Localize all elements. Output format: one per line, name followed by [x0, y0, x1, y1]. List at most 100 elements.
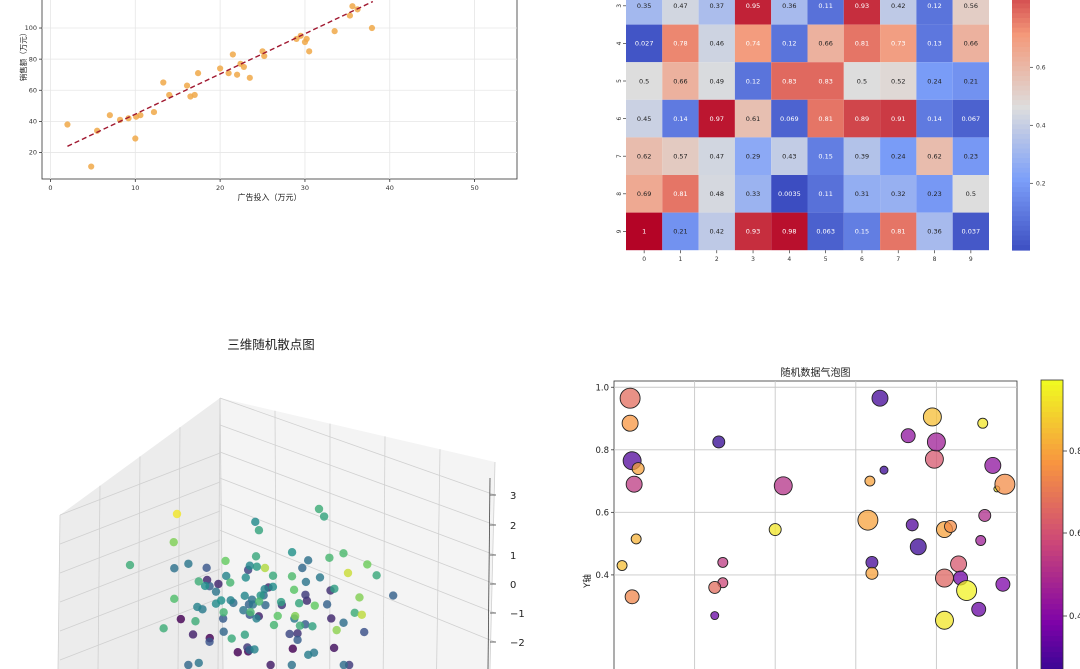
- tick-label-y: 80: [29, 55, 37, 63]
- colorbar-tick-label: 0.4: [1069, 612, 1080, 622]
- data-point: [287, 660, 297, 669]
- cell-label: 0.46: [710, 40, 724, 48]
- bubble: [978, 509, 992, 522]
- cell-label: 0.83: [782, 77, 796, 85]
- heatmap-cell: [916, 62, 953, 100]
- data-point: [240, 591, 249, 601]
- bubble: [995, 576, 1011, 592]
- data-point: [170, 594, 179, 604]
- data-point: [225, 70, 232, 77]
- colorbar-segment: [1012, 158, 1030, 164]
- grid-line: [217, 397, 221, 669]
- colorbar-segment: [1041, 380, 1063, 386]
- cell-label: 0.47: [673, 2, 687, 10]
- colorbar-segment: [1041, 588, 1063, 594]
- grid-line: [59, 481, 221, 545]
- tick-label-y: 60: [29, 86, 37, 94]
- grid-line: [59, 510, 221, 574]
- heatmap-cell: [880, 175, 917, 213]
- fit-line: [67, 0, 374, 147]
- tick-label-x: 0: [642, 256, 646, 263]
- colorbar-segment: [1012, 235, 1030, 241]
- data-point: [169, 537, 178, 547]
- data-point: [241, 573, 250, 582]
- heatmap-cell: [734, 99, 772, 138]
- grid-line: [57, 514, 61, 669]
- heatmap-cell: [952, 137, 989, 175]
- heatmap-cell: [734, 175, 772, 213]
- data-point: [251, 552, 261, 561]
- bubble: [864, 475, 876, 487]
- colorbar-segment: [1012, 90, 1030, 96]
- grid-line: [219, 477, 496, 585]
- cell-label: 0.56: [964, 2, 978, 10]
- colorbar-segment: [1041, 550, 1063, 557]
- cell-label: 0.24: [927, 77, 941, 85]
- grid-line: [137, 456, 141, 669]
- data-point: [357, 610, 367, 619]
- colorbar-segment: [1041, 481, 1063, 488]
- colorbar-segment: [1012, 100, 1030, 106]
- data-point: [172, 509, 182, 519]
- bubble: [621, 414, 639, 432]
- colorbar-segment: [1012, 129, 1030, 135]
- cell-label: 0.063: [816, 228, 835, 236]
- data-point: [293, 35, 300, 43]
- colorbar-segment: [1012, 105, 1030, 111]
- grid-line: [219, 451, 496, 556]
- tick-label-y: 8: [616, 192, 623, 196]
- colorbar-segment: [1041, 385, 1063, 392]
- colorbar-segment: [1012, 167, 1030, 174]
- colorbar-tick-label: 0.6: [1036, 64, 1046, 71]
- colorbar-segment: [1012, 216, 1030, 222]
- data-point: [227, 634, 236, 643]
- chart-title: 三维随机散点图: [227, 337, 315, 352]
- cell-label: 0.93: [855, 2, 869, 10]
- colorbar-tick-label: 0.6: [1069, 529, 1080, 539]
- grid-line: [219, 397, 496, 496]
- data-point: [247, 595, 257, 604]
- colorbar-segment: [1041, 465, 1063, 472]
- data-point: [363, 560, 372, 569]
- colorbar-segment: [1012, 143, 1030, 150]
- heatmap-cell: [807, 175, 844, 213]
- cell-label: 0.91: [891, 115, 905, 123]
- data-point: [176, 614, 186, 624]
- cell-label: 0.83: [818, 77, 832, 85]
- cell-label: 0.21: [673, 228, 687, 236]
- data-point: [314, 504, 324, 514]
- heatmap-cell: [771, 99, 808, 138]
- cell-label: 0.47: [710, 153, 724, 161]
- tick-label-x: 20: [216, 184, 224, 192]
- cell-label: 0.027: [635, 40, 654, 48]
- data-point: [268, 571, 278, 580]
- heatmap-cell: [843, 175, 881, 213]
- data-point: [273, 611, 282, 621]
- cell-label: 0.93: [746, 228, 760, 236]
- z-tick-label: 2: [510, 521, 516, 532]
- colorbar-segment: [1041, 396, 1063, 402]
- data-point: [211, 587, 221, 596]
- cell-label: 0.37: [710, 2, 724, 10]
- data-point: [191, 617, 200, 626]
- cell-label: 0.5: [857, 77, 867, 85]
- cell-label: 0.45: [637, 115, 651, 123]
- data-point: [160, 79, 167, 86]
- tick-label-y: 6: [616, 117, 623, 121]
- data-point: [325, 553, 334, 562]
- heatmap-cell: [771, 137, 808, 175]
- cell-label: 0.66: [964, 40, 978, 48]
- cell-label: 0.78: [673, 40, 687, 48]
- data-point: [252, 562, 262, 571]
- colorbar-segment: [1041, 604, 1063, 610]
- colorbar-segment: [1041, 577, 1063, 584]
- heatmap-cell: [807, 137, 844, 175]
- colorbar-segment: [1041, 438, 1063, 445]
- data-point: [246, 608, 255, 617]
- bubble: [865, 566, 879, 580]
- bubble: [944, 519, 957, 533]
- data-point: [346, 12, 354, 19]
- y-axis-label: 销售额（万元）: [18, 29, 28, 82]
- data-point: [246, 74, 253, 81]
- data-point: [294, 599, 304, 608]
